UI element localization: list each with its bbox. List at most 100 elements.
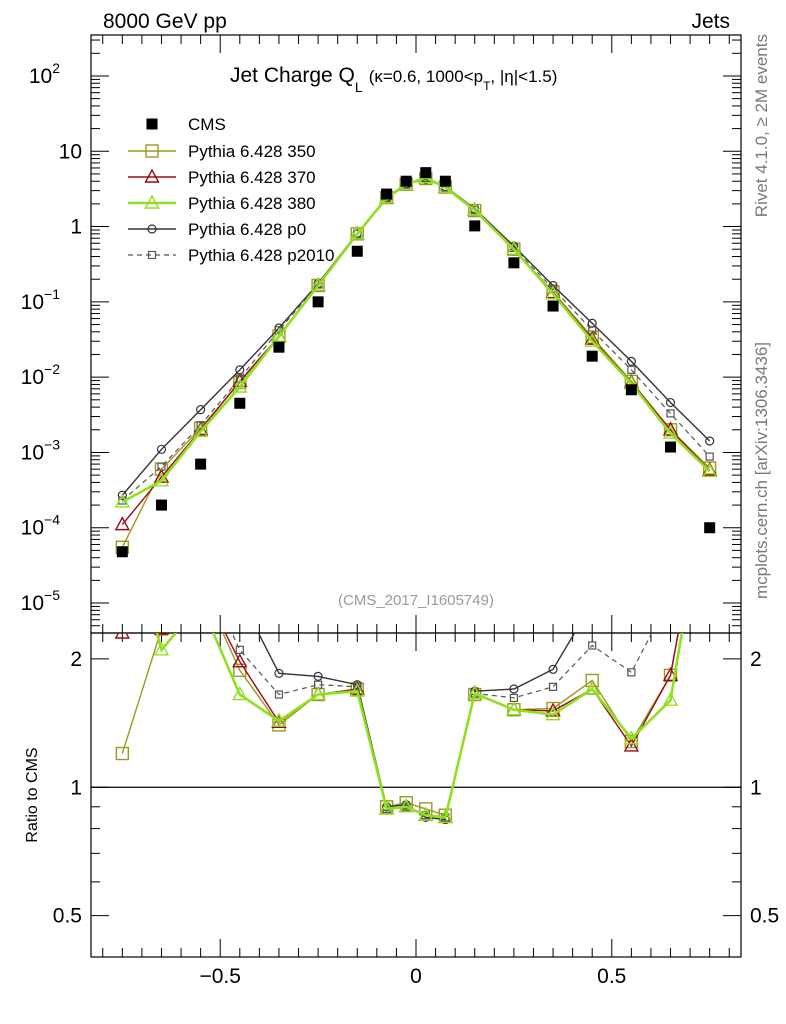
title-params-end: , |η|<1.5) <box>490 67 557 86</box>
data-point-cms <box>381 188 393 200</box>
ratio-line-pythia-6-428-380 <box>155 633 684 819</box>
legend-marker-cms <box>146 118 158 130</box>
data-point-pythia-6-428-p2010 <box>705 452 714 461</box>
ratio-point-pythia-6-428-p2010 <box>627 668 636 677</box>
data-point-pythia-6-428-p0 <box>156 444 167 454</box>
ratio-point-pythia-6-428-380 <box>467 684 483 700</box>
legend-label-pythia-6-428-370: Pythia 6.428 370 <box>188 168 316 187</box>
ratio-point-pythia-6-428-p0 <box>706 294 714 302</box>
ratio-point-pythia-6-428-380 <box>271 712 287 727</box>
series-line-pythia-6-428-380 <box>121 176 711 504</box>
ratio-point-pythia-6-428-350 <box>154 633 169 636</box>
ratio-point-pythia-6-428-p0 <box>118 464 126 472</box>
data-point-pythia-6-428-370 <box>114 516 131 531</box>
ratio-plot-area <box>114 294 714 825</box>
data-point-cms <box>273 341 285 353</box>
data-point-pythia-6-428-p2010 <box>235 374 244 383</box>
legend-label-pythia-6-428-p2010: Pythia 6.428 p2010 <box>188 246 335 265</box>
data-point-cms <box>234 397 246 409</box>
legend-marker-pythia-6-428-370 <box>144 168 160 183</box>
ratio-point-pythia-6-428-380 <box>662 691 679 706</box>
chart-title: Jet Charge QL (κ=0.6, 1000<pT, |η|<1.5) <box>230 64 557 95</box>
x-tick-label: −0.5 <box>199 965 240 988</box>
ratio-point-pythia-6-428-380 <box>194 596 207 608</box>
ratio-point-pythia-6-428-p0 <box>629 633 634 634</box>
ratio-point-pythia-6-428-370 <box>623 737 640 752</box>
data-point-cms <box>155 499 167 511</box>
y-tick-label: 1 <box>70 216 82 239</box>
data-point-pythia-6-428-380 <box>232 378 248 393</box>
series-layer <box>114 167 718 825</box>
ratio-point-pythia-6-428-p2010 <box>274 690 284 699</box>
ratio-line-pythia-6-428-p0 <box>257 633 576 821</box>
data-point-pythia-6-428-380 <box>153 472 170 487</box>
ratio-point-pythia-6-428-380 <box>232 686 248 701</box>
main-plot-area <box>114 167 718 558</box>
ratio-tick-label-left: 1 <box>70 776 82 799</box>
data-point-cms <box>116 546 128 558</box>
data-point-cms <box>420 167 432 179</box>
ratio-point-pythia-6-428-370 <box>232 653 248 668</box>
data-point-pythia-6-428-380 <box>701 462 718 478</box>
data-point-cms <box>665 441 677 453</box>
data-point-pythia-6-428-380 <box>506 240 522 255</box>
data-point-pythia-6-428-380 <box>114 493 131 508</box>
ratio-point-pythia-6-428-380 <box>418 806 434 821</box>
data-point-pythia-6-428-p2010 <box>627 365 636 374</box>
data-point-pythia-6-428-p0 <box>117 490 127 500</box>
title-params: (κ=0.6, 1000<p <box>369 67 483 86</box>
analysis-category: Jets <box>691 10 730 33</box>
ratio-point-pythia-6-428-380 <box>378 800 395 815</box>
ratio-point-pythia-6-428-380 <box>398 798 414 813</box>
y-tick-label: 102 <box>29 60 60 88</box>
ratio-point-pythia-6-428-350 <box>585 673 599 688</box>
data-point-pythia-6-428-380 <box>192 422 209 438</box>
data-point-cms <box>469 220 481 232</box>
data-point-cms <box>704 522 716 534</box>
data-point-cms <box>625 384 637 396</box>
data-point-cms <box>351 245 363 257</box>
y-tick-label: 10−2 <box>21 361 61 389</box>
ratio-point-pythia-6-428-350 <box>115 746 130 761</box>
ratio-point-pythia-6-428-p2010 <box>667 593 674 600</box>
legend-marker-pythia-6-428-380 <box>144 194 160 209</box>
x-tick-label: 0.5 <box>597 965 626 988</box>
ratio-point-pythia-6-428-380 <box>545 706 561 721</box>
ratio-point-pythia-6-428-370 <box>153 633 170 635</box>
data-point-pythia-6-428-p2010 <box>196 421 205 430</box>
ratio-point-pythia-6-428-370 <box>194 577 207 589</box>
ratio-line-pythia-6-428-350 <box>121 633 679 817</box>
ratio-point-pythia-6-428-380 <box>349 682 365 697</box>
data-point-pythia-6-428-p0 <box>626 356 636 366</box>
data-point-cms <box>547 300 559 312</box>
ratio-point-pythia-6-428-p0 <box>236 593 244 601</box>
data-point-cms <box>312 296 324 308</box>
ratio-point-pythia-6-428-p0 <box>274 668 284 678</box>
ratio-tick-label-left: 0.5 <box>53 905 82 928</box>
ratio-point-pythia-6-428-p2010 <box>706 381 713 388</box>
analysis-watermark: (CMS_2017_I1605749) <box>338 592 494 609</box>
y-tick-label: 10−1 <box>21 286 61 314</box>
y-tick-label: 10−3 <box>21 436 61 464</box>
ratio-point-pythia-6-428-p2010 <box>235 645 244 654</box>
data-point-pythia-6-428-380 <box>349 225 365 240</box>
data-point-pythia-6-428-380 <box>584 332 600 347</box>
ratio-ylabel: Ratio to CMS <box>24 747 41 842</box>
process-label: 8000 GeV pp <box>103 10 227 33</box>
ratio-panel-frame <box>90 632 742 958</box>
title-main: Jet Charge Q <box>230 64 355 87</box>
legend-marker-pythia-6-428-350 <box>145 144 159 158</box>
ratio-tick-label-right: 2 <box>750 648 762 671</box>
ratio-point-pythia-6-428-p2010 <box>588 641 597 650</box>
ratio-point-pythia-6-428-370 <box>114 633 131 639</box>
data-point-cms <box>508 257 520 269</box>
legend-label-pythia-6-428-p0: Pythia 6.428 p0 <box>188 220 306 239</box>
data-point-pythia-6-428-380 <box>310 277 326 292</box>
data-point-pythia-6-428-p0 <box>665 397 676 408</box>
data-point-pythia-6-428-p0 <box>235 365 245 375</box>
ratio-point-pythia-6-428-p0 <box>197 474 205 482</box>
ratio-point-pythia-6-428-380 <box>623 730 640 745</box>
ratio-tick-label-left: 2 <box>70 648 82 671</box>
data-point-cms <box>439 175 451 187</box>
